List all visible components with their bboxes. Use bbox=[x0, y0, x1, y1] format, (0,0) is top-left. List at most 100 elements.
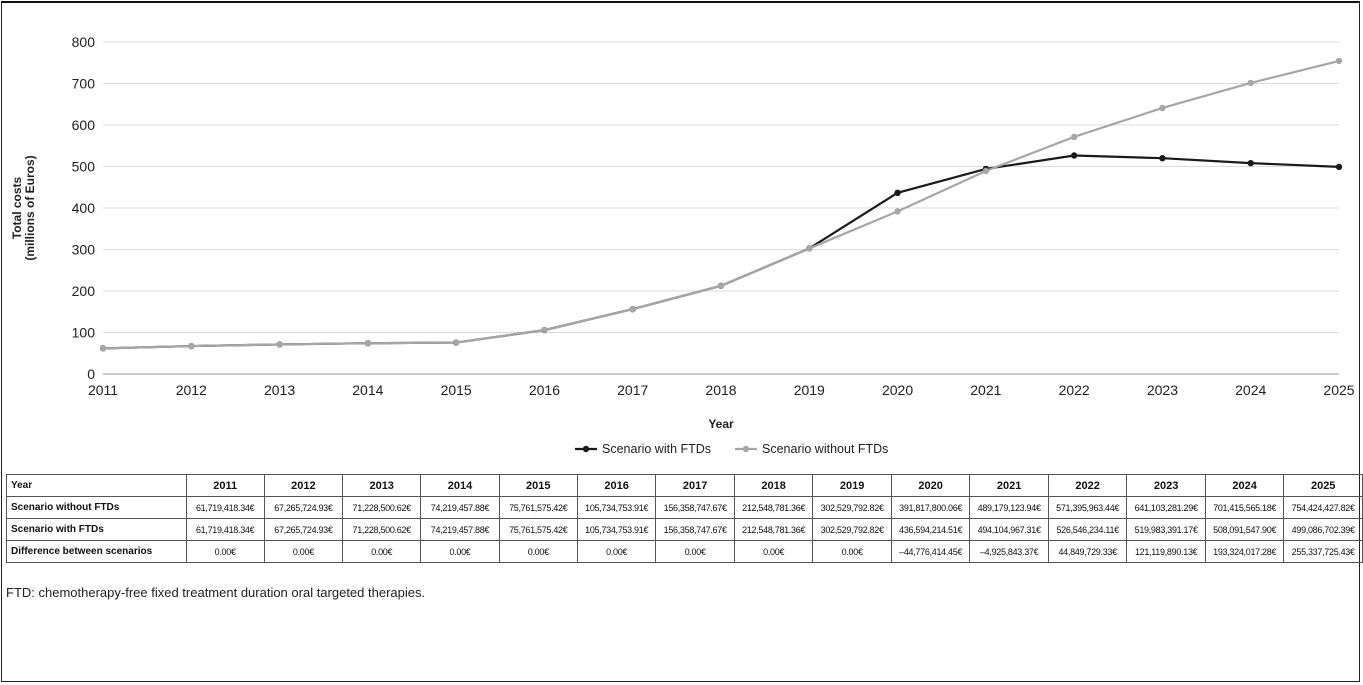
table-cell: 193,324,017.28€ bbox=[1204, 540, 1285, 563]
table-cell: 494,104,967.31€ bbox=[969, 518, 1049, 541]
table-header-label: Year bbox=[6, 474, 187, 497]
y-axis-title-line2: (millions of Euros) bbox=[23, 155, 37, 260]
table-row-label: Scenario with FTDs bbox=[6, 518, 187, 541]
table-cell: 571,395,963.44€ bbox=[1047, 496, 1128, 519]
table-cell: 0.00€ bbox=[185, 540, 265, 563]
table-cell: 0.00€ bbox=[420, 540, 500, 563]
y-axis-title-line1: Total costs bbox=[10, 176, 24, 239]
table-cell: 302,529,792.82€ bbox=[812, 496, 892, 519]
legend: Scenario with FTDs Scenario without FTDs bbox=[575, 442, 888, 456]
table-cell: –44,776,414.45€ bbox=[890, 540, 971, 563]
table-header-year: 2024 bbox=[1204, 474, 1285, 497]
legend-label: Scenario without FTDs bbox=[762, 442, 888, 456]
table-cell: 499,086,702.39€ bbox=[1283, 518, 1363, 541]
table-row: Scenario without FTDs 61,719,418.34€ 67,26… bbox=[6, 496, 1363, 519]
table-cell: 391,817,800.06€ bbox=[890, 496, 971, 519]
data-point bbox=[629, 305, 636, 313]
y-tick-label: 0 bbox=[87, 366, 95, 382]
x-tick-label: 2022 bbox=[1059, 382, 1090, 398]
data-point bbox=[1070, 152, 1078, 159]
y-tick-label: 500 bbox=[72, 159, 96, 175]
data-point bbox=[541, 326, 548, 334]
table-header-year: 2015 bbox=[498, 474, 578, 497]
y-tick-label: 100 bbox=[72, 325, 96, 341]
x-axis-ticks: 2011 2012 2013 2014 2015 2016 2017 2018 2019 2020… bbox=[88, 382, 1355, 398]
table-header-year: 2022 bbox=[1047, 474, 1128, 497]
table-cell: 489,179,123.94€ bbox=[969, 496, 1049, 519]
data-point bbox=[894, 189, 901, 197]
data-point bbox=[1159, 155, 1166, 162]
data-point bbox=[1159, 104, 1166, 112]
table-cell: 0.00€ bbox=[576, 540, 657, 563]
line-chart: 0 100 200 300 400 500 600 700 800 2011 2012 2013 20… bbox=[10, 34, 1355, 456]
table-row-label: Difference between scenarios bbox=[6, 540, 187, 563]
x-tick-label: 2011 bbox=[88, 382, 118, 398]
x-tick-label: 2024 bbox=[1235, 382, 1266, 398]
table-cell: 0.00€ bbox=[263, 540, 344, 563]
table-header-row: Year 2011 2012 2013 2014 2015 2016 2017 2018 201… bbox=[6, 474, 1363, 497]
x-tick-label: 2023 bbox=[1147, 382, 1178, 398]
table-cell: 302,529,792.82€ bbox=[812, 518, 892, 541]
table-cell: 508,091,547.90€ bbox=[1204, 518, 1285, 541]
table-header-year: 2013 bbox=[342, 474, 422, 497]
table-body: Scenario without FTDs 61,719,418.34€ 67,26… bbox=[6, 496, 1363, 563]
table-cell: 0.00€ bbox=[812, 540, 892, 563]
x-tick-label: 2019 bbox=[794, 382, 825, 398]
table-row: Scenario with FTDs 61,719,418.34€ 67,265,7… bbox=[6, 518, 1363, 541]
table-cell: 61,719,418.34€ bbox=[185, 496, 265, 519]
series-line bbox=[102, 59, 1340, 350]
table-cell: 754,424,427.82€ bbox=[1283, 496, 1363, 519]
x-tick-label: 2013 bbox=[264, 382, 295, 398]
x-tick-label: 2025 bbox=[1323, 382, 1354, 398]
table-cell: 212,548,781.36€ bbox=[733, 518, 814, 541]
table-cell: 71,228,500.62€ bbox=[342, 518, 422, 541]
legend-marker bbox=[582, 445, 590, 453]
table-cell: 641,103,281.29€ bbox=[1126, 496, 1206, 519]
data-point bbox=[982, 167, 990, 175]
table-cell: 0.00€ bbox=[342, 540, 422, 563]
data-point bbox=[806, 245, 813, 252]
x-tick-label: 2012 bbox=[176, 382, 207, 398]
table-header-year: 2019 bbox=[812, 474, 892, 497]
legend-label: Scenario with FTDs bbox=[602, 442, 711, 456]
table-row: Difference between scenarios 0.00€ 0.00€ 0.… bbox=[6, 540, 1363, 563]
data-point bbox=[188, 342, 195, 350]
x-axis-title: Year bbox=[708, 417, 734, 431]
series-line bbox=[102, 154, 1340, 350]
y-tick-label: 200 bbox=[72, 283, 96, 299]
y-tick-label: 400 bbox=[72, 200, 96, 216]
table-cell: 0.00€ bbox=[733, 540, 814, 563]
table-cell: 519,983,391.17€ bbox=[1126, 518, 1206, 541]
footnote: FTD: chemotherapy-free fixed treatment d… bbox=[6, 585, 426, 600]
x-tick-label: 2021 bbox=[970, 382, 1001, 398]
table-cell: 156,358,747.67€ bbox=[655, 518, 735, 541]
table-row-label: Scenario without FTDs bbox=[6, 496, 187, 519]
data-point bbox=[1335, 57, 1343, 65]
table-cell: 0.00€ bbox=[655, 540, 735, 563]
table-header-year: 2023 bbox=[1126, 474, 1206, 497]
table-cell: –4,925,843.37€ bbox=[969, 540, 1049, 563]
y-tick-label: 800 bbox=[72, 34, 96, 50]
table-header-year: 2011 bbox=[185, 474, 265, 497]
table-cell: 212,548,781.36€ bbox=[733, 496, 814, 519]
x-tick-label: 2014 bbox=[352, 382, 383, 398]
cost-table: Year 2011 2012 2013 2014 2015 2016 2017 2018 201… bbox=[6, 474, 1363, 563]
table-cell: 156,358,747.67€ bbox=[655, 496, 735, 519]
data-point bbox=[1247, 159, 1254, 167]
legend-marker bbox=[742, 445, 750, 453]
table-cell: 0.00€ bbox=[498, 540, 578, 563]
data-point bbox=[364, 339, 372, 347]
table-cell: 74,219,457.88€ bbox=[420, 518, 500, 541]
table-cell: 526,546,234.11€ bbox=[1047, 518, 1128, 541]
table-cell: 75,761,575.42€ bbox=[498, 496, 578, 519]
data-point bbox=[1070, 133, 1078, 141]
y-tick-label: 600 bbox=[72, 117, 96, 133]
table-header-year: 2016 bbox=[576, 474, 657, 497]
table-cell: 701,415,565.18€ bbox=[1204, 496, 1285, 519]
table-cell: 74,219,457.88€ bbox=[420, 496, 500, 519]
table-cell: 121,119,890.13€ bbox=[1126, 540, 1206, 563]
x-tick-label: 2016 bbox=[529, 382, 560, 398]
data-point bbox=[1247, 79, 1254, 87]
table-header-year: 2020 bbox=[890, 474, 971, 497]
